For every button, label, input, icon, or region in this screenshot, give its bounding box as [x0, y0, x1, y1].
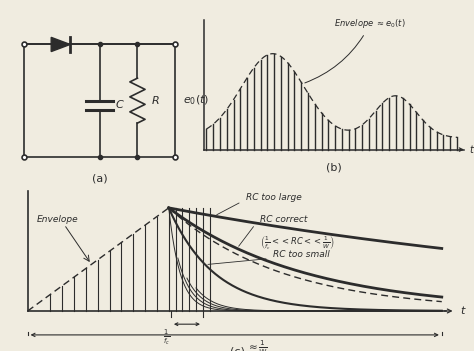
Text: Envelope: Envelope: [37, 216, 78, 224]
Text: C: C: [116, 100, 123, 110]
Text: (c): (c): [229, 346, 245, 351]
Text: $\left(\frac{1}{f_c}<<RC<<\frac{1}{W}\right)$: $\left(\frac{1}{f_c}<<RC<<\frac{1}{W}\ri…: [260, 235, 334, 252]
Text: t: t: [460, 306, 465, 316]
Text: (b): (b): [326, 162, 342, 172]
Text: $e_0(t)$: $e_0(t)$: [183, 94, 209, 107]
Text: (a): (a): [92, 174, 107, 184]
Text: RC too small: RC too small: [273, 250, 330, 259]
Text: $\frac{1}{f_c}$: $\frac{1}{f_c}$: [163, 327, 170, 347]
Text: RC too large: RC too large: [246, 193, 302, 202]
Text: Envelope $\approx e_0(t)$: Envelope $\approx e_0(t)$: [305, 18, 406, 83]
Polygon shape: [51, 37, 70, 52]
Text: RC correct: RC correct: [260, 216, 307, 224]
Text: t: t: [469, 145, 473, 154]
Text: R: R: [152, 95, 159, 106]
Text: $\approx\frac{1}{W}$: $\approx\frac{1}{W}$: [246, 339, 269, 351]
